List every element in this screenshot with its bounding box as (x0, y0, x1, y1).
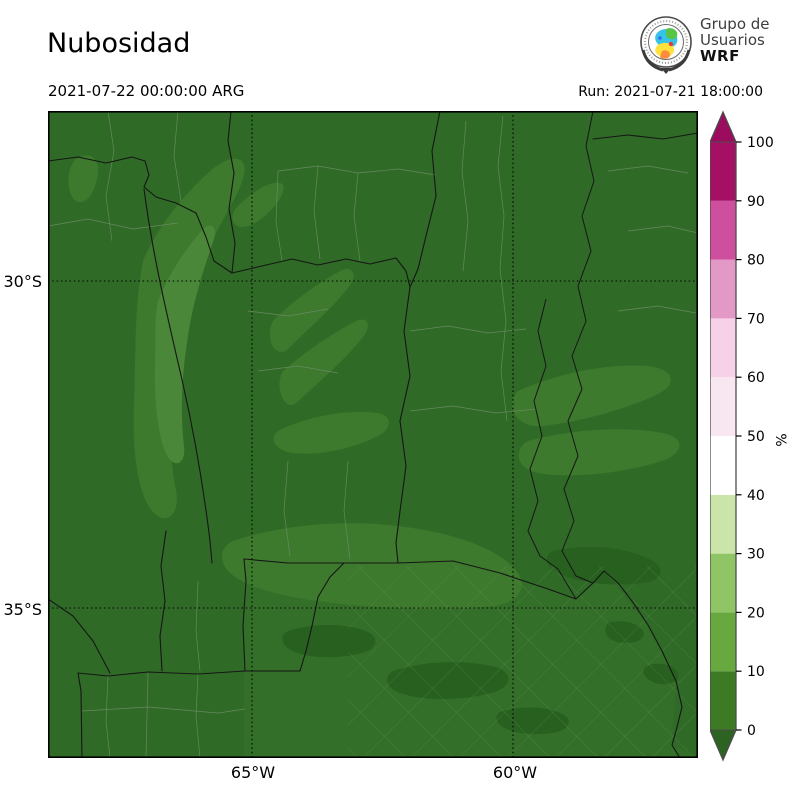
colorbar-canvas: 0 10 20 30 40 50 60 70 80 90 100% (709, 110, 788, 762)
colorbar-tick-label-80: 80 (747, 253, 765, 269)
colorbar-segment-30-40 (710, 494, 736, 554)
colorbar-unit-label: % (772, 433, 788, 446)
page-title: Nubosidad (47, 28, 191, 59)
colorbar-segment-20-30 (710, 553, 736, 613)
colorbar-tick-label-30: 30 (747, 547, 765, 563)
department-boundaries (48, 111, 698, 758)
colorbar-segment-70-80 (710, 259, 736, 319)
colorbar-tick-label-20: 20 (747, 605, 765, 621)
colorbar-tick-label-50: 50 (747, 429, 765, 445)
graticule-gridlines (48, 111, 698, 758)
wrf-logo-line2: Usuarios (700, 31, 765, 49)
model-run-label: Run: 2021-07-21 18:00:00 (578, 84, 763, 100)
valid-time-label: 2021-07-22 00:00:00 ARG (48, 82, 245, 100)
colorbar-segment-90-100 (710, 142, 736, 201)
wrf-logo: Grupo de Usuarios WRF (636, 12, 796, 76)
colorbar-segment-0-10 (710, 671, 736, 730)
cloud-cover-map (48, 111, 698, 758)
colorbar-tick-label-70: 70 (747, 311, 765, 327)
map-border (48, 111, 698, 758)
wrf-emblem-icon (640, 16, 692, 74)
lat-tick-30s: 30°S (3, 272, 42, 291)
colorbar-tick-label-100: 100 (747, 135, 774, 151)
colorbar-tick-label-40: 40 (747, 488, 765, 504)
colorbar-over-arrow (710, 112, 736, 142)
wrf-logo-text: Grupo de Usuarios WRF (700, 16, 770, 64)
colorbar: 0 10 20 30 40 50 60 70 80 90 100% (709, 110, 800, 776)
lat-tick-35s: 35°S (3, 600, 42, 619)
colorbar-segment-50-60 (710, 377, 736, 436)
province-boundaries (48, 111, 698, 758)
colorbar-segment-60-70 (710, 318, 736, 378)
colorbar-under-arrow (710, 730, 736, 760)
colorbar-tick-label-90: 90 (747, 194, 765, 210)
lon-tick-60w: 60°W (492, 763, 538, 782)
colorbar-tick-label-0: 0 (747, 723, 756, 739)
wrf-logo-line1: Grupo de (700, 15, 770, 33)
wrf-logo-line3: WRF (700, 47, 740, 65)
lon-tick-65w: 65°W (230, 763, 276, 782)
colorbar-segment-10-20 (710, 612, 736, 672)
colorbar-tick-label-10: 10 (747, 664, 765, 680)
colorbar-segment-40-50 (710, 436, 736, 495)
map-canvas (48, 111, 698, 758)
colorbar-tick-label-60: 60 (747, 370, 765, 386)
colorbar-segment-80-90 (710, 200, 736, 260)
